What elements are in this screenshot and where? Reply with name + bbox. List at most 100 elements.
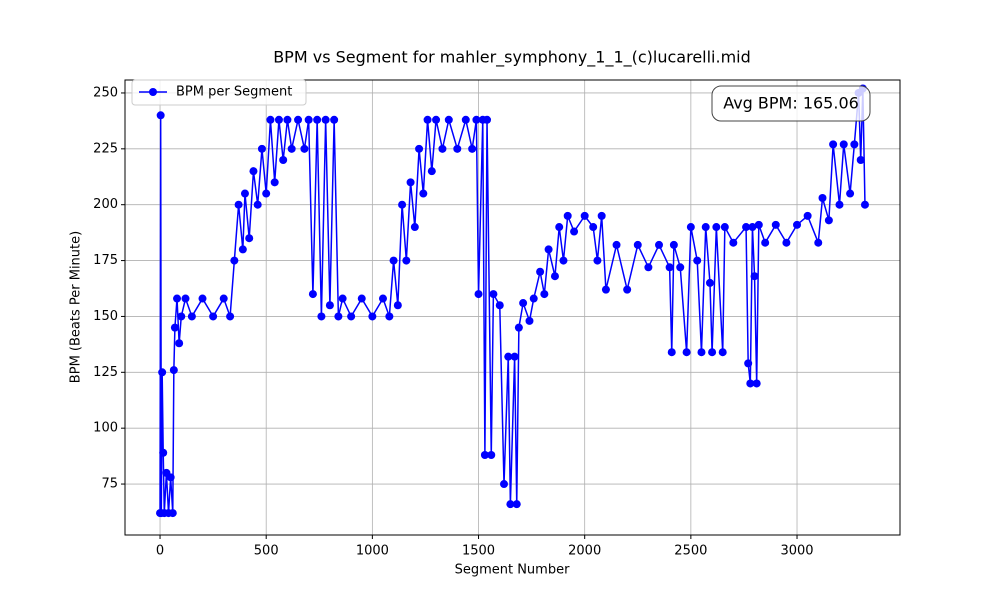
data-point xyxy=(209,312,218,321)
data-point xyxy=(294,115,303,124)
data-point xyxy=(754,220,763,229)
data-point xyxy=(398,200,407,209)
data-point xyxy=(761,238,770,247)
data-point xyxy=(563,211,572,220)
data-point xyxy=(177,312,186,321)
data-point xyxy=(720,223,729,232)
data-point xyxy=(559,256,568,265)
data-point xyxy=(623,285,632,294)
data-point xyxy=(782,238,791,247)
data-point xyxy=(170,323,179,332)
data-point xyxy=(158,368,167,377)
data-point xyxy=(856,156,865,165)
data-point xyxy=(283,115,292,124)
data-point xyxy=(519,299,528,308)
y-tick-label: 175 xyxy=(93,253,118,268)
data-point xyxy=(846,189,855,198)
data-point xyxy=(169,366,178,375)
data-point xyxy=(483,115,492,124)
data-point xyxy=(313,115,322,124)
chart-title: BPM vs Segment for mahler_symphony_1_1_(… xyxy=(273,48,751,68)
data-point xyxy=(234,200,243,209)
data-point xyxy=(665,263,674,272)
data-point xyxy=(321,115,330,124)
y-axis-label: BPM (Beats Per Minute) xyxy=(69,231,84,383)
data-point xyxy=(300,144,309,153)
data-point xyxy=(468,144,477,153)
data-point xyxy=(238,245,247,254)
data-point xyxy=(325,301,334,310)
data-point xyxy=(378,294,387,303)
data-point xyxy=(644,263,653,272)
data-point xyxy=(682,348,691,357)
data-point xyxy=(175,339,184,348)
data-point xyxy=(304,115,313,124)
data-point xyxy=(633,240,642,249)
data-point xyxy=(279,156,288,165)
y-tick-label: 75 xyxy=(101,477,118,492)
data-point xyxy=(676,263,685,272)
data-point xyxy=(712,223,721,232)
y-tick-label: 100 xyxy=(93,421,118,436)
data-point xyxy=(512,500,521,509)
x-tick-label: 3000 xyxy=(780,544,813,559)
data-point xyxy=(270,178,279,187)
data-point xyxy=(818,193,827,202)
data-point xyxy=(510,352,519,361)
data-point xyxy=(589,223,598,232)
data-point xyxy=(612,240,621,249)
y-tick-label: 225 xyxy=(93,141,118,156)
x-tick-label: 1500 xyxy=(462,544,495,559)
data-point xyxy=(742,223,751,232)
y-tick-label: 200 xyxy=(93,197,118,212)
data-point xyxy=(156,111,165,120)
data-point xyxy=(489,290,498,299)
data-point xyxy=(495,301,504,310)
data-point xyxy=(474,290,483,299)
data-point xyxy=(835,200,844,209)
y-tick-label: 250 xyxy=(93,85,118,100)
plot-frame xyxy=(124,79,901,536)
data-point xyxy=(219,294,228,303)
data-point xyxy=(419,189,428,198)
data-point xyxy=(746,379,755,388)
data-point xyxy=(506,500,515,509)
data-point xyxy=(453,144,462,153)
data-point xyxy=(601,285,610,294)
data-point xyxy=(487,450,496,459)
data-point xyxy=(667,348,676,357)
annotation-box xyxy=(711,85,871,122)
data-point xyxy=(257,144,266,153)
data-point xyxy=(525,316,534,325)
data-point xyxy=(771,220,780,229)
x-tick-label: 2500 xyxy=(674,544,707,559)
data-point xyxy=(540,290,549,299)
legend-label: BPM per Segment xyxy=(176,85,292,100)
data-point xyxy=(187,312,196,321)
y-tick-label: 150 xyxy=(93,309,118,324)
data-point xyxy=(839,140,848,149)
data-point xyxy=(514,323,523,332)
data-point xyxy=(461,115,470,124)
data-point xyxy=(752,379,761,388)
data-point xyxy=(824,216,833,225)
data-point xyxy=(274,115,283,124)
data-point xyxy=(860,200,869,209)
data-point xyxy=(249,167,258,176)
data-point xyxy=(686,223,695,232)
data-point xyxy=(438,144,447,153)
data-point xyxy=(198,294,207,303)
data-point xyxy=(317,312,326,321)
legend-marker xyxy=(149,88,157,96)
data-point xyxy=(393,301,402,310)
data-point xyxy=(570,227,579,236)
data-point xyxy=(415,144,424,153)
data-point xyxy=(593,256,602,265)
y-tick-label: 125 xyxy=(93,365,118,380)
data-point xyxy=(480,450,489,459)
x-tick-label: 0 xyxy=(156,544,164,559)
data-point xyxy=(504,352,513,361)
x-tick-label: 1000 xyxy=(356,544,389,559)
data-point xyxy=(655,240,664,249)
data-point xyxy=(669,240,678,249)
